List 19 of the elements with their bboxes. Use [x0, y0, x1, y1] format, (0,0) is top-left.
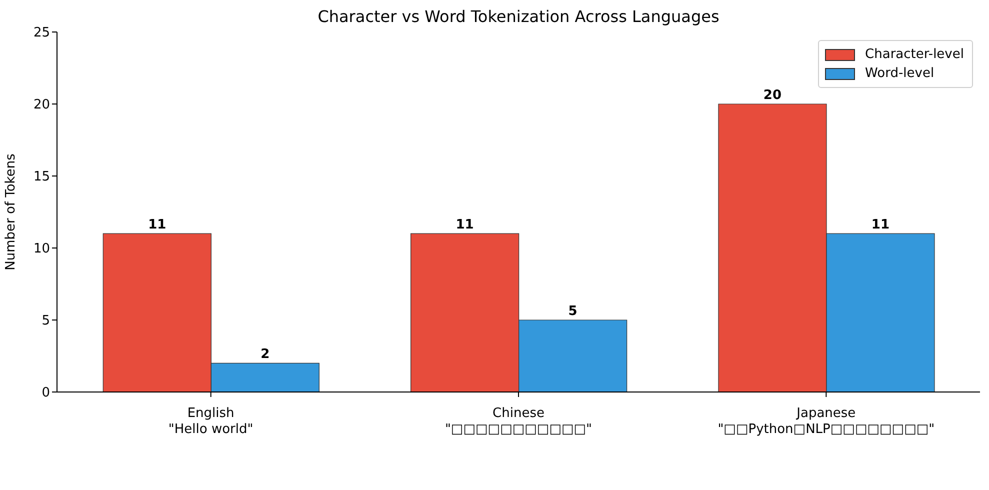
y-tick-label: 10 — [33, 242, 50, 257]
y-tick-label: 0 — [42, 386, 50, 401]
legend-label: Character-level — [865, 47, 964, 62]
data-label: 11 — [871, 218, 890, 233]
data-label: 11 — [148, 218, 166, 233]
legend-label: Word-level — [865, 66, 934, 81]
data-label: 20 — [763, 88, 782, 103]
y-tick-label: 25 — [33, 26, 50, 41]
x-tick-label: English "Hello world" — [168, 406, 254, 437]
data-label: 11 — [456, 218, 474, 233]
y-axis-title: Number of Tokens — [4, 153, 19, 270]
y-tick-label: 15 — [33, 170, 50, 185]
data-label: 2 — [260, 347, 270, 362]
chart-title: Character vs Word Tokenization Across Languages — [316, 7, 720, 26]
data-label: 5 — [568, 304, 578, 319]
x-tick-label: Japanese "□□Python□NLP□□□□□□□□" — [718, 406, 935, 437]
x-tick-label: Chinese "□□□□□□□□□□□" — [444, 406, 592, 437]
y-tick-label: 5 — [42, 314, 50, 329]
y-tick-label: 20 — [33, 98, 50, 113]
